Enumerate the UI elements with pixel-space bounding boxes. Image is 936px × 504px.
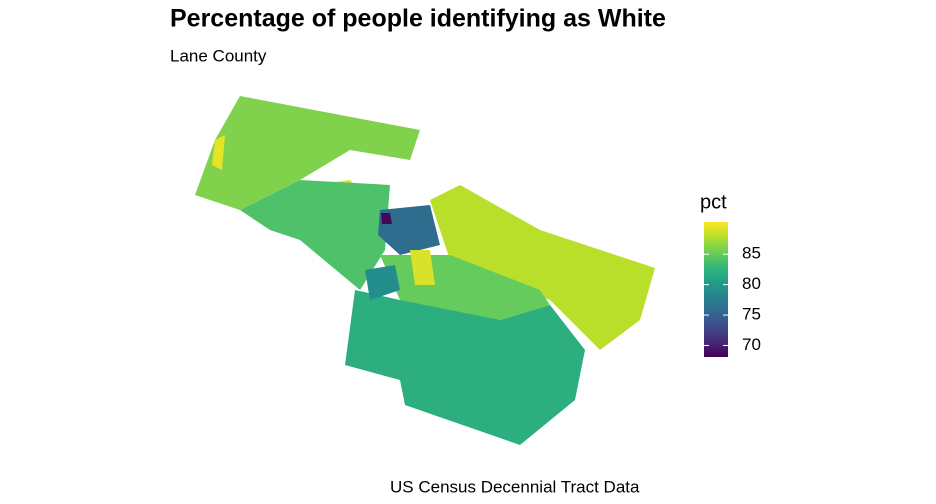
region bbox=[212, 135, 225, 170]
colorbar-tick-label: 80 bbox=[742, 274, 761, 293]
region bbox=[195, 96, 420, 210]
colorbar bbox=[704, 222, 728, 357]
legend: 70 75 80 85 bbox=[704, 222, 761, 357]
chart-caption: US Census Decennial Tract Data bbox=[390, 477, 640, 496]
region bbox=[365, 265, 400, 300]
colorbar-tick-label: 85 bbox=[742, 244, 761, 263]
legend-title: pct bbox=[700, 191, 727, 213]
chart-title: Percentage of people identifying as Whit… bbox=[170, 5, 666, 33]
region bbox=[430, 185, 655, 350]
region bbox=[381, 213, 392, 224]
region bbox=[345, 290, 585, 445]
region bbox=[240, 180, 390, 290]
region bbox=[410, 250, 435, 285]
colorbar-tick-label: 70 bbox=[742, 335, 761, 354]
chart-subtitle: Lane County bbox=[170, 46, 267, 65]
colorbar-tick-label: 75 bbox=[742, 305, 761, 324]
region bbox=[378, 205, 440, 255]
map bbox=[195, 96, 655, 445]
